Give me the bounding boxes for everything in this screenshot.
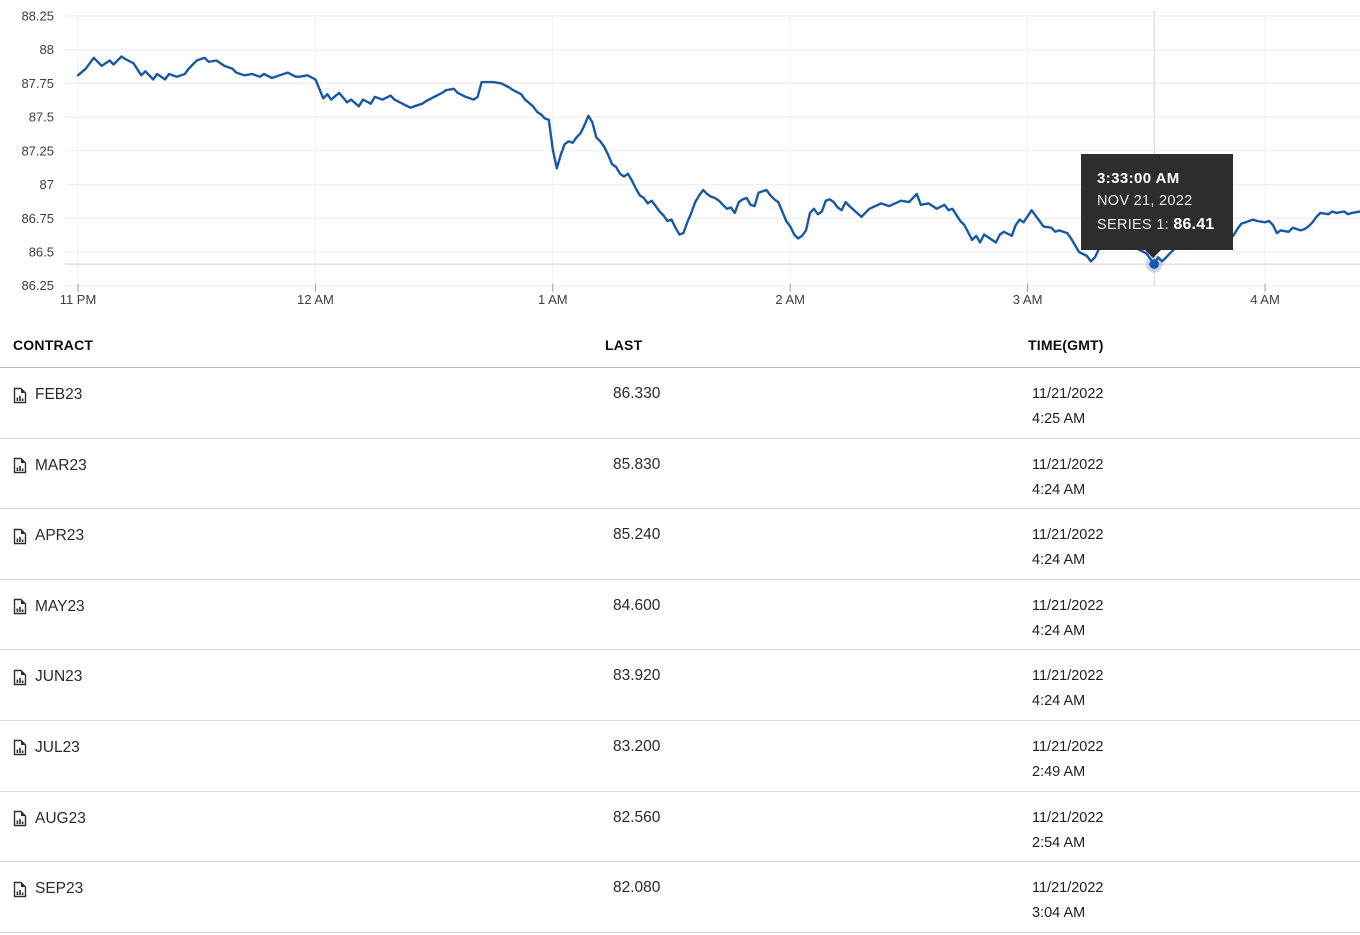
contract-cell[interactable]: MAY23	[13, 580, 605, 616]
last-price: 84.600	[613, 596, 661, 614]
column-header-time: TIME(GMT)	[1028, 336, 1104, 353]
y-axis-label: 87.75	[21, 76, 54, 91]
contract-name[interactable]: SEP23	[35, 880, 84, 898]
contract-name[interactable]: JUL23	[35, 738, 80, 756]
time-cell: 11/21/2022 2:49 AM	[1028, 721, 1360, 791]
quote-date: 11/21/2022	[1032, 386, 1104, 402]
last-price: 86.330	[613, 385, 661, 402]
contract-cell[interactable]: AUG23	[13, 792, 605, 828]
quote-time: 2:54 AM	[1032, 834, 1086, 851]
tooltip-time: 3:33:00 AM	[1097, 170, 1180, 187]
quote-date: 11/21/2022	[1032, 597, 1104, 614]
tooltip-value: 86.41	[1173, 216, 1215, 233]
quote-date: 11/21/2022	[1032, 527, 1104, 544]
table-header-row: CONTRACT LAST TIME(GMT)	[0, 312, 1360, 368]
last-price: 82.080	[613, 879, 661, 897]
contract-cell[interactable]: SEP23	[13, 862, 605, 898]
contract-name[interactable]: FEB23	[35, 386, 83, 403]
quote-date: 11/21/2022	[1032, 738, 1104, 755]
quote-time: 4:24 AM	[1032, 552, 1086, 569]
y-axis-label: 86.75	[21, 211, 54, 226]
table-row[interactable]: SEP23 82.080 11/21/2022 3:04 AM	[0, 862, 1360, 933]
tooltip-date: NOV 21, 2022	[1097, 193, 1193, 209]
x-axis-label: 11 PM	[60, 292, 97, 307]
quote-date: 11/21/2022	[1032, 456, 1104, 473]
quote-time: 4:24 AM	[1032, 622, 1086, 639]
column-header-last: LAST	[605, 336, 643, 353]
x-axis-label: 12 AM	[297, 292, 334, 307]
y-axis-label: 88.25	[21, 9, 54, 24]
quote-time: 3:04 AM	[1032, 905, 1086, 922]
last-price: 85.240	[613, 526, 661, 544]
contract-cell[interactable]: APR23	[13, 509, 605, 545]
table-row[interactable]: JUN23 83.920 11/21/2022 4:24 AM	[0, 650, 1360, 721]
document-chart-icon	[13, 387, 27, 403]
quote-date: 11/21/2022	[1032, 809, 1104, 826]
hover-marker-icon	[1149, 259, 1159, 269]
quote-time: 4:24 AM	[1032, 693, 1086, 710]
x-axis-label: 1 AM	[538, 292, 568, 307]
document-chart-icon	[13, 669, 27, 686]
x-axis-label: 3 AM	[1013, 292, 1043, 307]
quote-time: 4:24 AM	[1032, 481, 1086, 498]
document-chart-icon	[13, 599, 27, 615]
document-chart-icon	[13, 740, 27, 756]
table-row[interactable]: AUG23 82.560 11/21/2022 2:54 AM	[0, 792, 1360, 863]
time-cell: 11/21/2022 4:24 AM	[1028, 509, 1360, 579]
y-axis-label: 87.5	[29, 110, 54, 125]
document-chart-icon	[13, 528, 27, 544]
x-axis-label: 4 AM	[1250, 292, 1280, 307]
contract-name[interactable]: AUG23	[35, 809, 86, 827]
quote-time: 2:49 AM	[1032, 763, 1086, 780]
table-row[interactable]: APR23 85.240 11/21/2022 4:24 AM	[0, 509, 1360, 580]
x-axis-label: 2 AM	[775, 292, 805, 307]
price-chart[interactable]: 88.25 88 87.75 87.5 87.25 87 86.75 86.5 86.25 11 …	[0, 0, 1360, 312]
last-price: 85.830	[613, 455, 661, 473]
contract-name[interactable]: APR23	[35, 527, 85, 545]
contract-cell[interactable]: JUL23	[13, 721, 605, 757]
tooltip-arrow-icon	[1144, 249, 1162, 258]
contracts-table: CONTRACT LAST TIME(GMT) FEB23 86.330 11/…	[0, 312, 1360, 933]
time-cell: 11/21/2022 4:24 AM	[1028, 580, 1360, 650]
y-axis-label: 86.25	[21, 278, 54, 293]
last-price: 83.200	[613, 737, 661, 755]
line-chart-canvas[interactable]: 88.25 88 87.75 87.5 87.25 87 86.75 86.5 86.25 11 …	[0, 0, 1360, 312]
y-axis-label: 88	[40, 42, 54, 57]
last-price: 83.920	[613, 667, 661, 685]
table-row[interactable]: MAY23 84.600 11/21/2022 4:24 AM	[0, 580, 1360, 651]
contract-name[interactable]: MAR23	[35, 456, 87, 474]
y-axis-label: 87.25	[21, 143, 54, 158]
tooltip-series-value: SERIES 1: 86.41	[1097, 213, 1217, 237]
tooltip-series-label: SERIES 1:	[1097, 217, 1170, 233]
quote-time: 4:25 AM	[1032, 411, 1086, 427]
y-axis-label: 86.5	[29, 245, 54, 260]
last-price: 82.560	[613, 808, 661, 826]
time-cell: 11/21/2022 4:24 AM	[1028, 439, 1360, 509]
time-cell: 11/21/2022 4:24 AM	[1028, 650, 1360, 720]
contract-name[interactable]: MAY23	[35, 597, 85, 615]
contract-cell[interactable]: JUN23	[13, 650, 605, 686]
time-cell: 11/21/2022 2:54 AM	[1028, 792, 1360, 862]
document-chart-icon	[13, 457, 27, 474]
contract-cell[interactable]: MAR23	[13, 439, 605, 475]
quote-date: 11/21/2022	[1032, 668, 1104, 685]
table-body: FEB23 86.330 11/21/2022 4:25 AM MAR23 85…	[0, 368, 1360, 933]
document-chart-icon	[13, 810, 27, 827]
y-axis-label: 87	[40, 177, 54, 192]
column-header-contract: CONTRACT	[13, 336, 94, 353]
chart-tooltip: 3:33:00 AM NOV 21, 2022 SERIES 1: 86.41	[1081, 154, 1233, 258]
table-row[interactable]: JUL23 83.200 11/21/2022 2:49 AM	[0, 721, 1360, 792]
contract-name[interactable]: JUN23	[35, 668, 83, 686]
time-cell: 11/21/2022 3:04 AM	[1028, 862, 1360, 932]
table-row[interactable]: FEB23 86.330 11/21/2022 4:25 AM	[0, 368, 1360, 439]
table-row[interactable]: MAR23 85.830 11/21/2022 4:24 AM	[0, 439, 1360, 510]
contract-cell[interactable]: FEB23	[13, 368, 605, 404]
quote-date: 11/21/2022	[1032, 880, 1104, 897]
document-chart-icon	[13, 881, 27, 897]
time-cell: 11/21/2022 4:25 AM	[1028, 368, 1360, 438]
